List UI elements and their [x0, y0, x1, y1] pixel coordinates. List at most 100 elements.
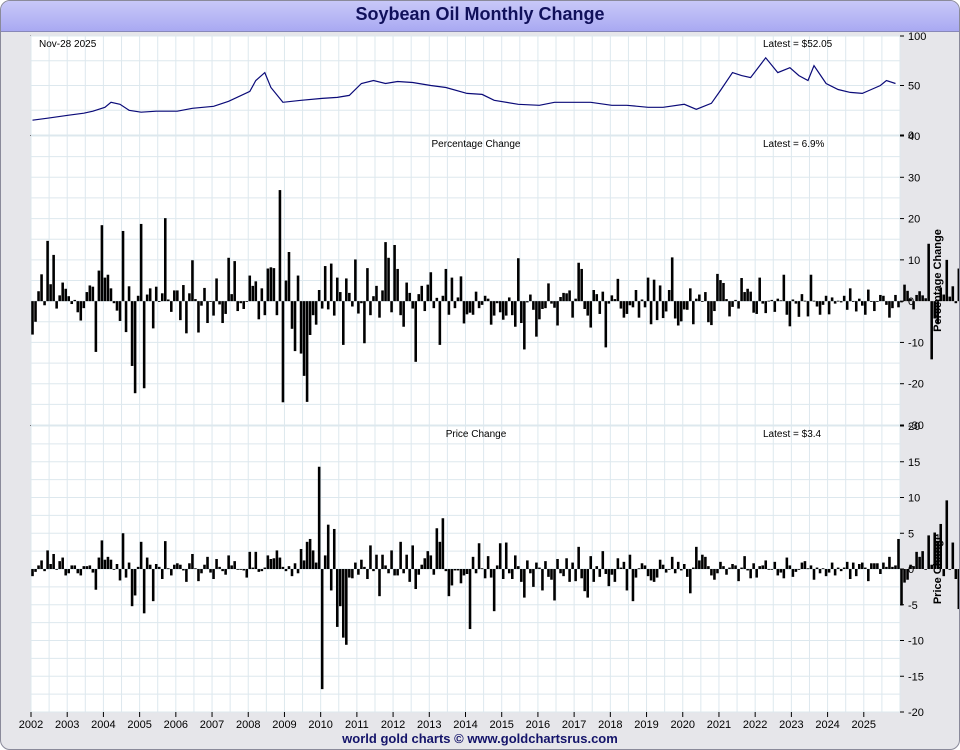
bar [634, 569, 638, 578]
bar [773, 301, 777, 312]
bar [900, 569, 903, 606]
bar [314, 562, 318, 569]
bar [447, 301, 451, 315]
bar [206, 556, 209, 569]
bar [885, 566, 888, 569]
bar [408, 292, 411, 302]
bar [541, 569, 544, 591]
bar [870, 301, 873, 302]
bar [547, 283, 550, 302]
bar [345, 569, 348, 645]
percentage-subtitle: Percentage Change [432, 139, 521, 150]
bar [55, 301, 58, 309]
bar [363, 566, 366, 569]
bar [719, 561, 722, 569]
bar [625, 301, 629, 314]
bar [124, 569, 128, 578]
bar [510, 301, 514, 316]
bar [501, 301, 505, 320]
bar [296, 569, 300, 574]
bar [761, 565, 764, 569]
y-tick-label: 0 [908, 564, 914, 576]
bar [514, 301, 517, 327]
bar [743, 556, 746, 569]
bar [622, 561, 626, 569]
bar [139, 223, 143, 302]
bar [151, 301, 155, 329]
bar [851, 562, 855, 569]
bar [737, 569, 740, 582]
bar [894, 565, 897, 569]
x-tick-label: 2008 [236, 719, 260, 731]
bar [432, 301, 436, 309]
bar [269, 558, 273, 569]
bar [930, 564, 933, 569]
bar [130, 569, 134, 607]
bar [242, 569, 246, 571]
bar [924, 569, 927, 570]
bar [830, 562, 834, 569]
bar [173, 564, 176, 569]
bar [689, 288, 692, 302]
bar [782, 569, 786, 579]
bar [492, 569, 496, 612]
bar [396, 569, 399, 576]
bar [266, 555, 270, 569]
bar [462, 301, 466, 324]
bar [483, 295, 487, 302]
bar [317, 466, 321, 569]
bar [740, 567, 743, 569]
bar [501, 569, 505, 580]
bar [52, 553, 55, 569]
bar [269, 267, 273, 302]
bar [652, 569, 656, 582]
bar [794, 301, 798, 304]
bar [616, 558, 620, 569]
price-panel: Nov-28 2025 Latest = $52.05 0 50 100 [30, 31, 926, 142]
bar [556, 558, 559, 569]
bar [61, 557, 64, 569]
bar [710, 301, 713, 326]
bar [450, 569, 454, 586]
bar [731, 564, 734, 569]
bar [339, 292, 342, 302]
bar [393, 569, 396, 576]
bar [520, 569, 523, 582]
bar [335, 277, 339, 302]
x-tick-label: 2003 [55, 719, 79, 731]
bar [900, 301, 903, 303]
bar [236, 301, 239, 312]
bar [381, 290, 384, 302]
bar [67, 296, 70, 302]
bar [215, 278, 218, 302]
bar [658, 559, 662, 569]
bar [676, 301, 680, 326]
bar [749, 569, 752, 579]
bar [130, 301, 134, 366]
x-tick-label: 2013 [417, 719, 441, 731]
x-tick-label: 2006 [164, 719, 188, 731]
bar [212, 569, 215, 580]
y-tick-label: 5 [908, 528, 914, 540]
bar [571, 562, 574, 569]
y-tick-label: 50 [908, 81, 920, 93]
bar [788, 565, 792, 569]
bar [323, 555, 327, 569]
bar [112, 569, 116, 570]
bar [459, 569, 463, 584]
y-tick-label: 20 [908, 214, 920, 226]
y-tick-label: 100 [908, 31, 926, 43]
bar [873, 563, 876, 569]
bar [574, 298, 577, 302]
bar [734, 299, 737, 302]
bar [854, 301, 858, 312]
bar [170, 569, 173, 576]
bar [580, 268, 583, 302]
bar [103, 277, 107, 302]
bar [879, 569, 882, 574]
bar [206, 301, 209, 324]
y-tick-label: 10 [908, 493, 920, 505]
bar [492, 301, 496, 316]
bar [52, 254, 55, 302]
